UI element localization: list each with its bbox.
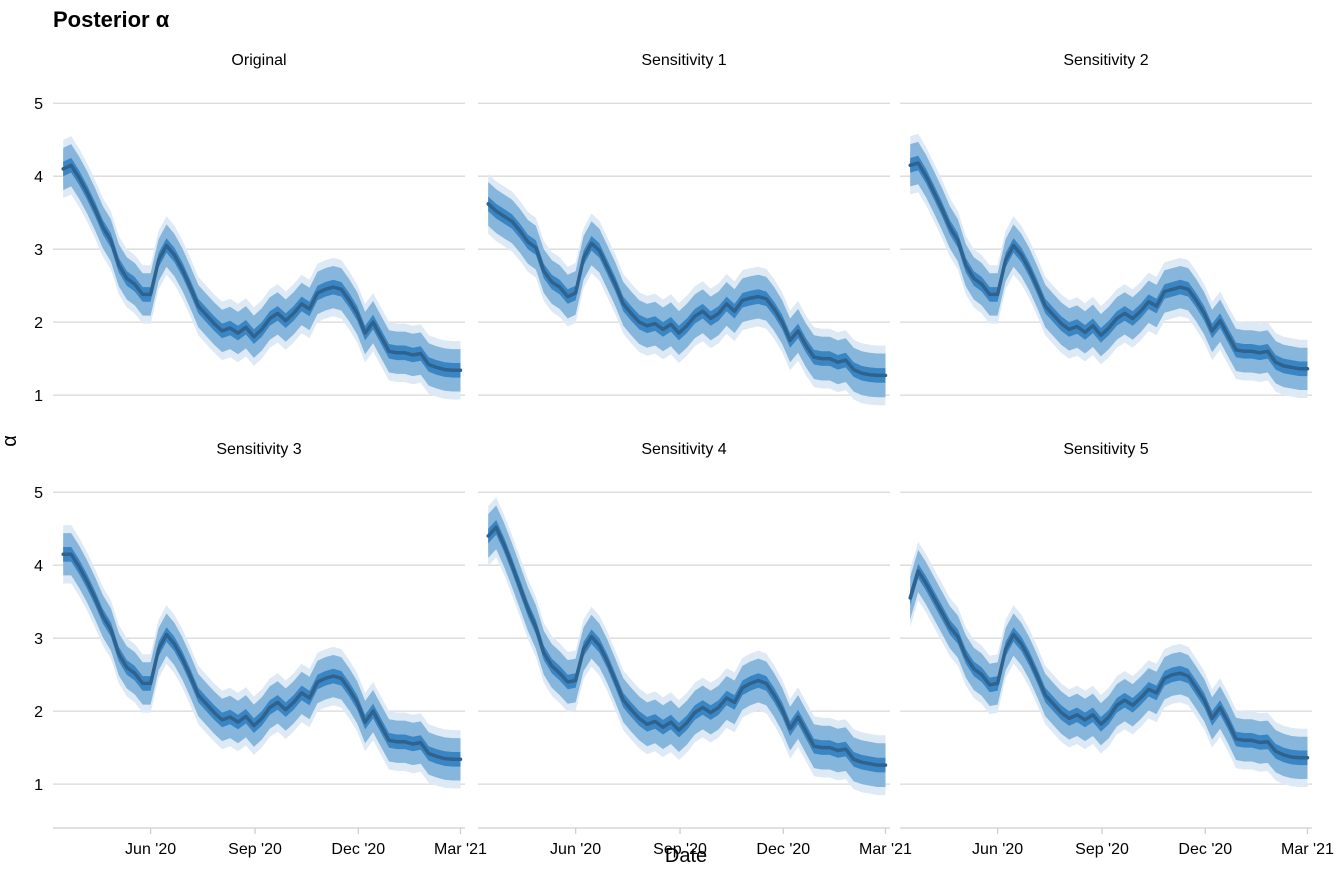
panel-title: Sensitivity 3 xyxy=(216,441,301,458)
y-tick-label: 4 xyxy=(34,558,43,575)
y-tick-label: 5 xyxy=(34,485,43,502)
x-tick-label: Jun '20 xyxy=(972,841,1023,858)
panel-original: Original 1 2 3 4 5 xyxy=(34,52,465,405)
x-tick-label: Dec '20 xyxy=(756,841,810,858)
median-line xyxy=(908,161,1310,371)
median-line xyxy=(61,552,463,762)
y-tick-label: 1 xyxy=(34,777,43,794)
x-tick-label: Mar '21 xyxy=(434,841,487,858)
y-axis-label: α xyxy=(0,435,21,447)
x-tick-label: Dec '20 xyxy=(331,841,385,858)
panel-title: Sensitivity 1 xyxy=(641,52,726,69)
panel-sensitivity-3: Sensitivity 3 1 2 3 4 5 Jun '20 Sep '20 Dec '20 M… xyxy=(34,441,487,858)
panel-title: Sensitivity 2 xyxy=(1063,52,1148,69)
y-tick-label: 5 xyxy=(34,96,43,113)
chart-title: Posterior α xyxy=(53,7,170,32)
y-tick-label: 1 xyxy=(34,388,43,405)
median-line xyxy=(908,569,1310,760)
panel-grid: Original 1 2 3 4 5 Sensitivity 1 Sensitivity 2 S… xyxy=(34,52,1334,858)
band-third xyxy=(910,549,1308,779)
x-tick-label: Sep '20 xyxy=(1075,841,1129,858)
x-tick-label: Sep '20 xyxy=(653,841,707,858)
panel-sensitivity-1: Sensitivity 1 xyxy=(478,52,890,406)
panel-sensitivity-2: Sensitivity 2 xyxy=(900,52,1312,398)
x-tick-label: Jun '20 xyxy=(125,841,176,858)
x-tick-label: Sep '20 xyxy=(228,841,282,858)
median-line xyxy=(486,525,888,767)
x-axis-label: Date xyxy=(665,845,707,867)
band-inner xyxy=(910,563,1308,766)
panel-title: Original xyxy=(231,52,286,69)
x-tick-label: Mar '21 xyxy=(859,841,912,858)
x-tick-label: Mar '21 xyxy=(1281,841,1334,858)
y-tick-label: 2 xyxy=(34,704,43,721)
band-third xyxy=(488,182,886,398)
y-tick-label: 4 xyxy=(34,169,43,186)
panel-title: Sensitivity 4 xyxy=(641,441,726,458)
median-line xyxy=(486,202,888,378)
x-tick-label: Dec '20 xyxy=(1178,841,1232,858)
y-tick-label: 3 xyxy=(34,631,43,648)
panel-sensitivity-4: Sensitivity 4 Jun '20 Sep '20 Dec '20 Mar '2… xyxy=(478,441,912,858)
panel-title: Sensitivity 5 xyxy=(1063,441,1148,458)
y-tick-label: 2 xyxy=(34,315,43,332)
median-line xyxy=(61,163,463,373)
panel-sensitivity-5: Sensitivity 5 Jun '20 Sep '20 Dec '20 Mar '2… xyxy=(900,441,1334,858)
x-tick-label: Jun '20 xyxy=(550,841,601,858)
y-tick-label: 3 xyxy=(34,242,43,259)
band-inner xyxy=(488,196,886,383)
